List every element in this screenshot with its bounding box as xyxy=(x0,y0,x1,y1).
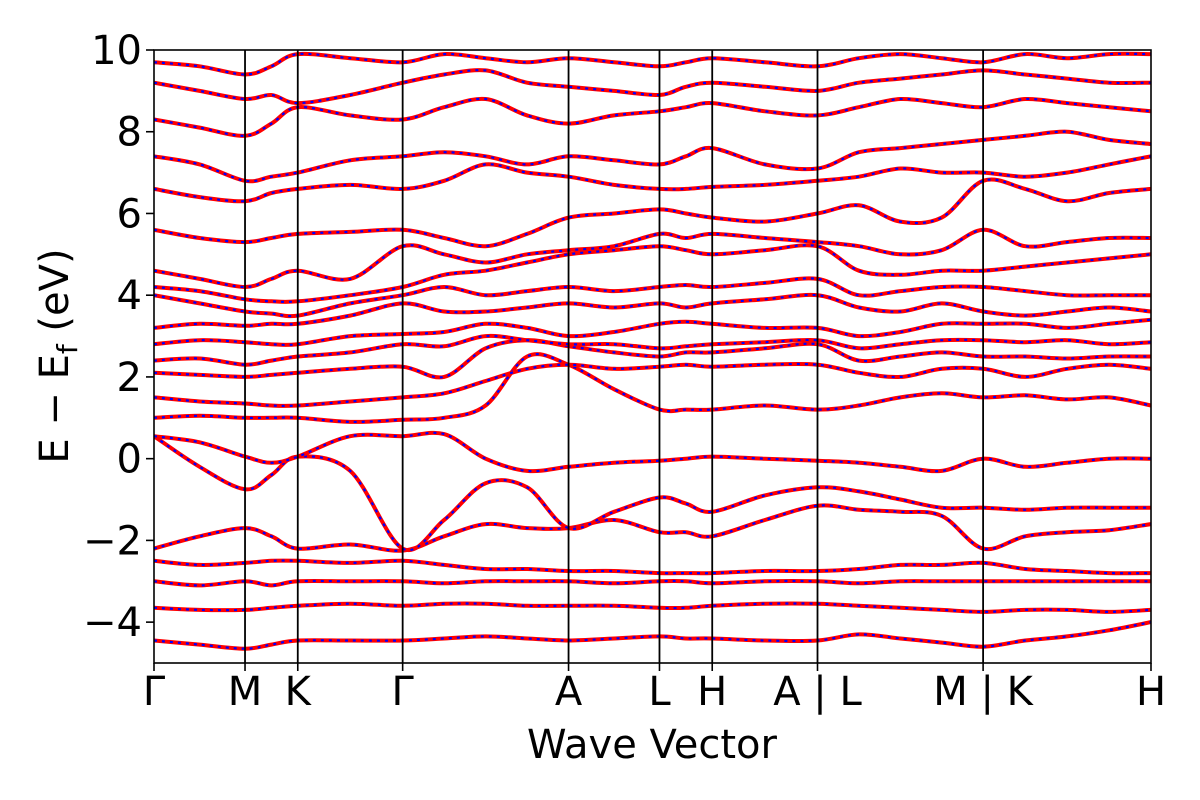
x-tick-label: A | L xyxy=(773,669,862,715)
x-tick-label: M | K xyxy=(933,669,1034,715)
y-axis-label: E − Ef (eV) xyxy=(32,248,84,463)
y-axis-ticks: −4 −2 0 2 4 6 8 10 xyxy=(83,28,154,646)
y-tick-label: 4 xyxy=(117,273,142,319)
y-tick-label: 2 xyxy=(117,355,142,401)
x-tick-label: H xyxy=(1136,669,1166,715)
y-axis-label-tail: (eV) xyxy=(32,248,78,344)
x-tick-label: M xyxy=(228,669,263,715)
y-tick-label: 6 xyxy=(117,191,142,237)
y-tick-label: −2 xyxy=(83,518,142,564)
x-tick-label: H xyxy=(697,669,727,715)
y-tick-label: −4 xyxy=(83,600,142,646)
x-tick-label: Γ xyxy=(392,669,415,715)
y-axis-label-subscript: f xyxy=(51,343,84,354)
x-axis-label: Wave Vector xyxy=(527,722,778,768)
x-tick-label: A xyxy=(555,669,583,715)
x-tick-label: K xyxy=(285,669,313,715)
y-tick-label: 8 xyxy=(117,110,142,156)
plot-frame xyxy=(153,49,1152,664)
y-tick-label: 0 xyxy=(117,437,142,483)
y-axis-label-main: E − E xyxy=(32,354,78,464)
x-tick-label: Γ xyxy=(143,669,166,715)
x-tick-label: L xyxy=(648,669,671,715)
high-symmetry-lines xyxy=(244,50,985,663)
y-tick-label: 10 xyxy=(91,28,142,74)
